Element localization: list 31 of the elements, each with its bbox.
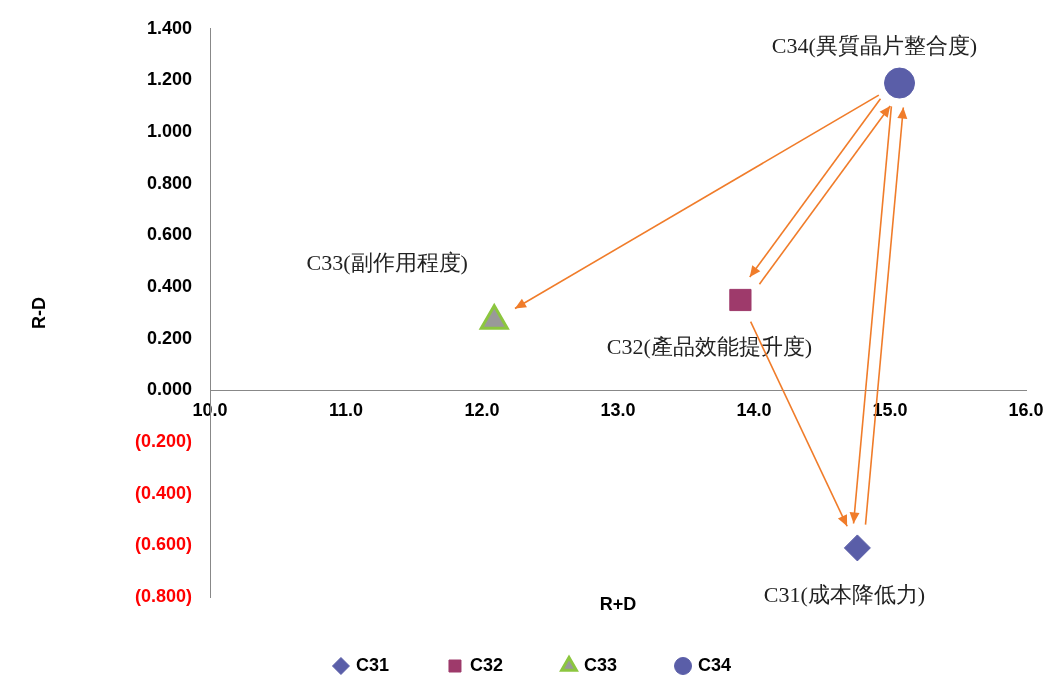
point (843, 534, 871, 562)
annotation: C31(成本降低力) (763, 581, 926, 607)
y-tick-label: 0.400 (146, 276, 192, 297)
y-tick-label: 0.000 (146, 379, 192, 400)
legend-label: C31 (355, 654, 389, 675)
legend-label: C34 (698, 654, 732, 675)
annotation: C32(產品效能提升度) (606, 333, 813, 359)
y-axis-title: R-D (28, 296, 49, 329)
y-tick-label: 0.200 (146, 327, 192, 348)
legend-label: C33 (584, 654, 618, 675)
point (729, 288, 752, 312)
y-tick-label: (0.400) (134, 482, 192, 503)
y-tick-label: 0.800 (146, 172, 192, 193)
annotation: C34(異質晶片整合度) (771, 32, 978, 58)
point (884, 67, 916, 99)
y-tick-label: 1.400 (146, 17, 192, 38)
y-tick-label: 1.000 (146, 121, 192, 142)
x-tick-label: 16.0 (1008, 400, 1044, 421)
y-tick-label: (0.600) (134, 534, 192, 555)
y-tick-label: (0.800) (134, 585, 192, 606)
x-tick-label: 12.0 (464, 400, 500, 421)
y-tick-label: (0.200) (134, 431, 192, 452)
x-tick-label: 13.0 (600, 400, 636, 421)
annotation: C33(副作用程度) (306, 250, 468, 276)
y-tick-label: 0.600 (146, 224, 192, 245)
x-axis-title: R+D (599, 593, 637, 614)
x-tick-label: 11.0 (328, 400, 364, 421)
x-tick-label: 10.0 (192, 400, 228, 421)
x-tick-label: 14.0 (736, 400, 772, 421)
y-tick-label: 1.200 (146, 69, 192, 90)
legend-label: C32 (469, 654, 504, 675)
